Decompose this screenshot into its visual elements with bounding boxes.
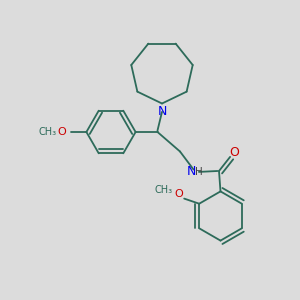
Text: O: O	[229, 146, 239, 159]
Text: H: H	[195, 167, 203, 177]
Text: O: O	[58, 127, 66, 137]
Text: CH₃: CH₃	[154, 184, 172, 195]
Text: CH₃: CH₃	[38, 127, 56, 137]
Text: O: O	[174, 189, 183, 199]
Text: N: N	[157, 105, 167, 118]
Text: N: N	[186, 165, 196, 178]
